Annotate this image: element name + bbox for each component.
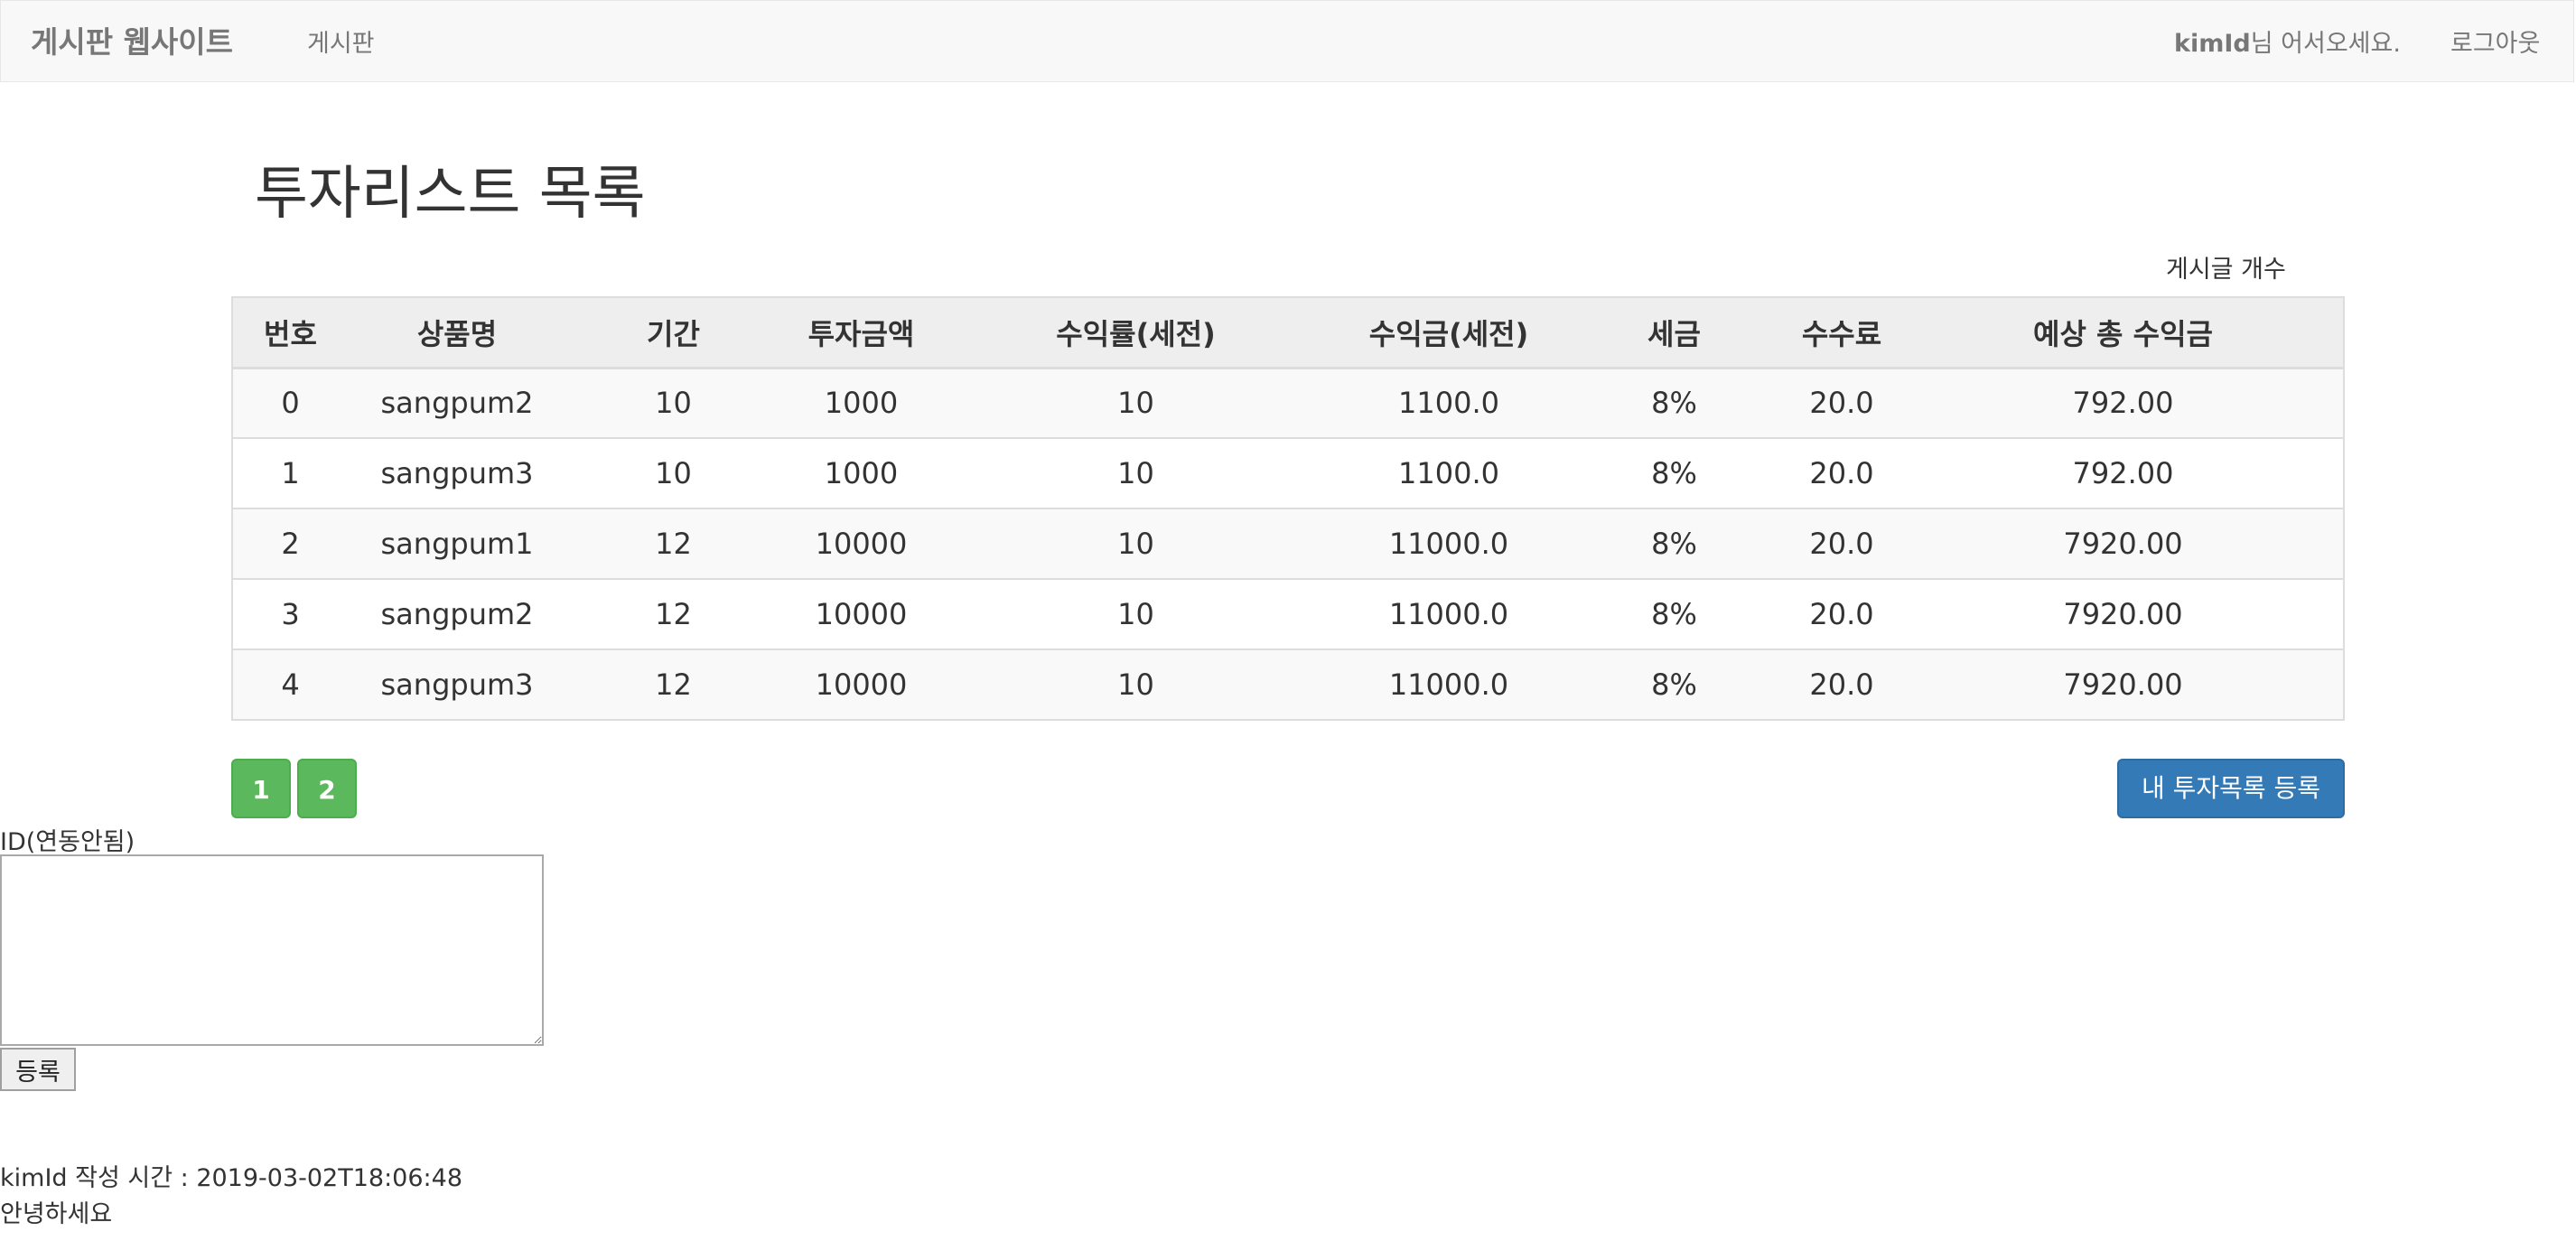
cell-period: 10 [566,367,780,438]
cell-period: 12 [566,648,780,720]
table-row[interactable]: 3 sangpum2 12 10000 10 11000.0 8% 20.0 7… [232,578,2344,649]
cell-profit: 11000.0 [1330,648,1568,720]
col-number-header: 번호 [232,297,348,369]
cell-period: 12 [566,508,780,579]
cell-number: 1 [232,437,348,509]
register-investment-button[interactable]: 내 투자목록 등록 [2117,759,2345,818]
cell-rate: 10 [942,437,1330,509]
page-2-button[interactable]: 2 [297,759,357,818]
cell-amount: 10000 [780,508,942,579]
comment-textarea[interactable] [0,854,544,1046]
greeting-text: 님 어서오세요. [2250,30,2401,58]
cell-fee: 20.0 [1780,578,1903,649]
cell-number: 0 [232,367,348,438]
cell-tax: 8% [1568,648,1780,720]
col-rate-header: 수익률(세전) [942,297,1330,369]
cell-profit: 1100.0 [1330,437,1568,509]
table-header: 번호 상품명 기간 투자금액 수익률(세전) 수익금(세전) 세금 수수료 예상… [232,297,2344,369]
col-amount-header: 투자금액 [780,297,942,369]
cell-expected: 7920.00 [1903,648,2344,720]
cell-profit: 1100.0 [1330,367,1568,438]
cell-expected: 7920.00 [1903,578,2344,649]
cell-number: 4 [232,648,348,720]
cell-rate: 10 [942,648,1330,720]
brand-link[interactable]: 게시판 웹사이트 [31,24,234,60]
cell-expected: 792.00 [1903,367,2344,438]
col-period-header: 기간 [566,297,780,369]
page-title: 투자리스트 목록 [255,161,646,228]
table-row[interactable]: 4 sangpum3 12 10000 10 11000.0 8% 20.0 7… [232,648,2344,720]
cell-number: 2 [232,508,348,579]
cell-fee: 20.0 [1780,508,1903,579]
cell-profit: 11000.0 [1330,508,1568,579]
cell-tax: 8% [1568,367,1780,438]
cell-amount: 10000 [780,648,942,720]
col-fee-header: 수수료 [1780,297,1903,369]
user-name: kimId [2174,30,2251,58]
cell-expected: 792.00 [1903,437,2344,509]
page-1-button[interactable]: 1 [231,759,291,818]
col-expected-header: 예상 총 수익금 [1903,297,2344,369]
col-product-header: 상품명 [348,297,566,369]
id-label: ID(연동안됨) [0,828,135,856]
comment-submit-button[interactable]: 등록 [0,1048,76,1091]
cell-amount: 1000 [780,367,942,438]
cell-fee: 20.0 [1780,367,1903,438]
cell-amount: 1000 [780,437,942,509]
cell-rate: 10 [942,367,1330,438]
comment-text: 안녕하세요 [0,1200,113,1228]
header-row: 번호 상품명 기간 투자금액 수익률(세전) 수익금(세전) 세금 수수료 예상… [232,297,2344,369]
col-tax-header: 세금 [1568,297,1780,369]
post-count-label: 게시글 개수 [2166,256,2286,284]
cell-product: sangpum3 [348,437,566,509]
top-navbar: 게시판 웹사이트 게시판 kimId님 어서오세요. 로그아웃 [0,0,2574,82]
table-row[interactable]: 2 sangpum1 12 10000 10 11000.0 8% 20.0 7… [232,508,2344,579]
logout-link[interactable]: 로그아웃 [2450,30,2541,58]
cell-tax: 8% [1568,437,1780,509]
table-body: 0 sangpum2 10 1000 10 1100.0 8% 20.0 792… [232,367,2344,720]
cell-product: sangpum1 [348,508,566,579]
cell-product: sangpum2 [348,578,566,649]
col-profit-header: 수익금(세전) [1330,297,1568,369]
cell-tax: 8% [1568,578,1780,649]
cell-profit: 11000.0 [1330,578,1568,649]
cell-amount: 10000 [780,578,942,649]
cell-period: 10 [566,437,780,509]
cell-product: sangpum3 [348,648,566,720]
cell-expected: 7920.00 [1903,508,2344,579]
comment-meta: kimId 작성 시간 : 2019-03-02T18:06:48 [0,1164,462,1192]
table-row[interactable]: 0 sangpum2 10 1000 10 1100.0 8% 20.0 792… [232,367,2344,438]
cell-product: sangpum2 [348,367,566,438]
table-row[interactable]: 1 sangpum3 10 1000 10 1100.0 8% 20.0 792… [232,437,2344,509]
cell-tax: 8% [1568,508,1780,579]
nav-board-link[interactable]: 게시판 [307,30,375,58]
user-greeting: kimId님 어서오세요. [2174,23,2401,59]
cell-rate: 10 [942,578,1330,649]
cell-number: 3 [232,578,348,649]
cell-rate: 10 [942,508,1330,579]
cell-period: 12 [566,578,780,649]
investment-table: 번호 상품명 기간 투자금액 수익률(세전) 수익금(세전) 세금 수수료 예상… [231,296,2345,721]
cell-fee: 20.0 [1780,437,1903,509]
cell-fee: 20.0 [1780,648,1903,720]
investment-table-container: 번호 상품명 기간 투자금액 수익률(세전) 수익금(세전) 세금 수수료 예상… [231,296,2345,721]
